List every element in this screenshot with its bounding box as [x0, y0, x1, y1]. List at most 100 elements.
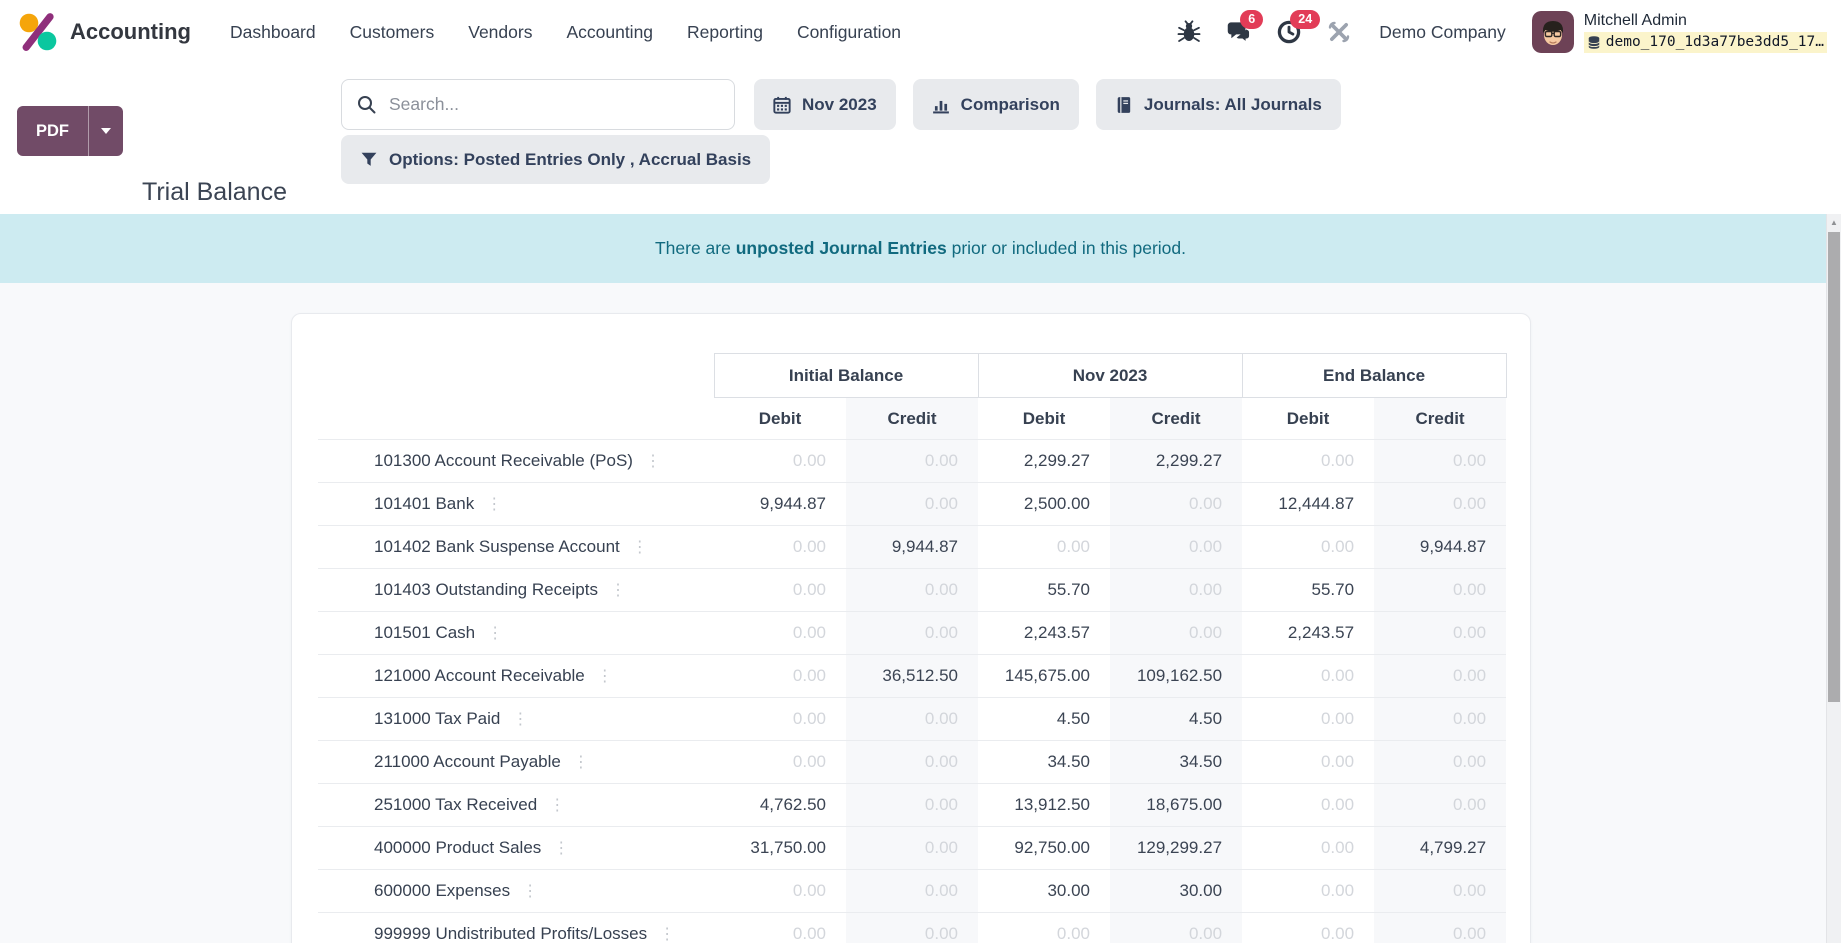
period-credit-value: 30.00: [1110, 870, 1242, 913]
pdf-button[interactable]: PDF: [17, 106, 89, 156]
initial-credit-value: 0.00: [846, 440, 978, 483]
vertical-scrollbar[interactable]: ▲: [1826, 214, 1841, 943]
kebab-menu-icon[interactable]: ⋮: [573, 754, 590, 771]
period-debit-value: 13,912.50: [978, 784, 1110, 827]
menu-accounting[interactable]: Accounting: [549, 12, 670, 53]
kebab-menu-icon[interactable]: ⋮: [486, 496, 503, 513]
account-name[interactable]: 400000 Product Sales: [374, 838, 541, 857]
initial-debit-value: 9,944.87: [714, 483, 846, 526]
kebab-menu-icon[interactable]: ⋮: [553, 840, 570, 857]
initial-credit-value: 0.00: [846, 913, 978, 943]
initial-debit-value: 0.00: [714, 612, 846, 655]
app-switcher[interactable]: Accounting: [18, 12, 191, 52]
table-row: 999999 Undistributed Profits/Losses ⋮ 0.0…: [318, 913, 1506, 943]
end-debit-value: 55.70: [1242, 569, 1374, 612]
kebab-menu-icon[interactable]: ⋮: [632, 539, 649, 556]
kebab-menu-icon[interactable]: ⋮: [522, 883, 539, 900]
user-menu[interactable]: Mitchell Admin demo_170_1d3a77be3dd5_17…: [1532, 11, 1827, 53]
initial-debit-value: 31,750.00: [714, 827, 846, 870]
bug-icon[interactable]: [1177, 20, 1201, 44]
control-panel: PDF Trial Balance Nov 2023: [0, 64, 1841, 214]
account-name[interactable]: 101501 Cash: [374, 623, 475, 642]
period-debit-value: 92,750.00: [978, 827, 1110, 870]
account-name[interactable]: 999999 Undistributed Profits/Losses: [374, 924, 647, 943]
initial-debit-value: 0.00: [714, 569, 846, 612]
comparison-filter-label: Comparison: [961, 95, 1060, 115]
caret-down-icon: [101, 128, 111, 134]
kebab-menu-icon[interactable]: ⋮: [659, 926, 676, 943]
kebab-menu-icon[interactable]: ⋮: [597, 668, 614, 685]
account-name[interactable]: 101300 Account Receivable (PoS): [374, 451, 633, 470]
account-name[interactable]: 101401 Bank: [374, 494, 474, 513]
column-group-end-balance: End Balance: [1242, 354, 1506, 398]
initial-credit-value: 0.00: [846, 569, 978, 612]
end-credit-value: 0.00: [1374, 612, 1506, 655]
tools-icon[interactable]: [1327, 20, 1351, 44]
account-name[interactable]: 211000 Account Payable: [374, 752, 561, 771]
initial-debit-value: 0.00: [714, 741, 846, 784]
scrollbar-up-arrow-icon[interactable]: ▲: [1827, 214, 1841, 231]
company-switcher[interactable]: Demo Company: [1379, 22, 1505, 43]
table-row: 101402 Bank Suspense Account⋮ 0.00 9,944…: [318, 526, 1506, 569]
messages-icon[interactable]: 6: [1227, 20, 1251, 44]
activities-clock-icon[interactable]: 24: [1277, 20, 1301, 44]
end-debit-value: 0.00: [1242, 698, 1374, 741]
account-name[interactable]: 251000 Tax Received: [374, 795, 537, 814]
user-avatar: [1532, 11, 1574, 53]
account-name[interactable]: 131000 Tax Paid: [374, 709, 500, 728]
menu-customers[interactable]: Customers: [333, 12, 452, 53]
end-debit-value: 0.00: [1242, 827, 1374, 870]
account-name[interactable]: 121000 Account Receivable: [374, 666, 585, 685]
database-name: demo_170_1d3a77be3dd5_17…: [1606, 33, 1824, 52]
user-name: Mitchell Admin: [1584, 11, 1827, 32]
end-debit-value: 0.00: [1242, 913, 1374, 943]
period-credit-value: 0.00: [1110, 612, 1242, 655]
period-credit-value: 4.50: [1110, 698, 1242, 741]
kebab-menu-icon[interactable]: ⋮: [645, 453, 662, 470]
initial-debit-value: 0.00: [714, 655, 846, 698]
initial-debit-value: 0.00: [714, 440, 846, 483]
pdf-dropdown-button[interactable]: [89, 106, 123, 156]
report-area: Initial Balance Nov 2023 End Balance Deb…: [0, 283, 1841, 943]
comparison-filter-button[interactable]: Comparison: [913, 79, 1079, 130]
kebab-menu-icon[interactable]: ⋮: [549, 797, 566, 814]
end-debit-value: 0.00: [1242, 440, 1374, 483]
search-box[interactable]: [341, 79, 735, 130]
unposted-journal-entries-link[interactable]: unposted Journal Entries: [736, 238, 947, 258]
date-filter-button[interactable]: Nov 2023: [754, 79, 896, 130]
journals-filter-button[interactable]: Journals: All Journals: [1096, 79, 1341, 130]
account-name[interactable]: 101402 Bank Suspense Account: [374, 537, 620, 556]
period-debit-value: 30.00: [978, 870, 1110, 913]
table-row: 400000 Product Sales ⋮ 31,750.00 0.00 92,…: [318, 827, 1506, 870]
page-title: Trial Balance: [142, 178, 287, 207]
end-credit-value: 0.00: [1374, 913, 1506, 943]
initial-debit-value: 0.00: [714, 913, 846, 943]
messages-count-badge: 6: [1240, 10, 1263, 29]
end-credit-value: 0.00: [1374, 870, 1506, 913]
end-credit-value: 4,799.27: [1374, 827, 1506, 870]
bar-chart-icon: [932, 96, 950, 114]
end-debit-value: 0.00: [1242, 784, 1374, 827]
kebab-menu-icon[interactable]: ⋮: [512, 711, 529, 728]
menu-vendors[interactable]: Vendors: [451, 12, 549, 53]
period-debit-value: 34.50: [978, 741, 1110, 784]
kebab-menu-icon[interactable]: ⋮: [487, 625, 504, 642]
database-indicator: demo_170_1d3a77be3dd5_17…: [1584, 32, 1827, 53]
menu-dashboard[interactable]: Dashboard: [213, 12, 333, 53]
accounting-app-logo-icon: [18, 12, 58, 52]
period-debit-value: 2,299.27: [978, 440, 1110, 483]
menu-configuration[interactable]: Configuration: [780, 12, 918, 53]
table-body: 101300 Account Receivable (PoS) ⋮ 0.00 0.…: [318, 440, 1506, 943]
period-credit-value: 18,675.00: [1110, 784, 1242, 827]
account-name[interactable]: 600000 Expenses: [374, 881, 510, 900]
account-name[interactable]: 101403 Outstanding Receipts: [374, 580, 598, 599]
scrollbar-thumb[interactable]: [1828, 232, 1840, 702]
search-input[interactable]: [387, 93, 719, 116]
menu-reporting[interactable]: Reporting: [670, 12, 780, 53]
kebab-menu-icon[interactable]: ⋮: [610, 582, 627, 599]
end-debit-value: 12,444.87: [1242, 483, 1374, 526]
initial-credit-value: 0.00: [846, 483, 978, 526]
activities-count-badge: 24: [1290, 10, 1320, 29]
options-filter-button[interactable]: Options: Posted Entries Only , Accrual B…: [341, 135, 770, 184]
journals-filter-label: Journals: All Journals: [1144, 95, 1322, 115]
